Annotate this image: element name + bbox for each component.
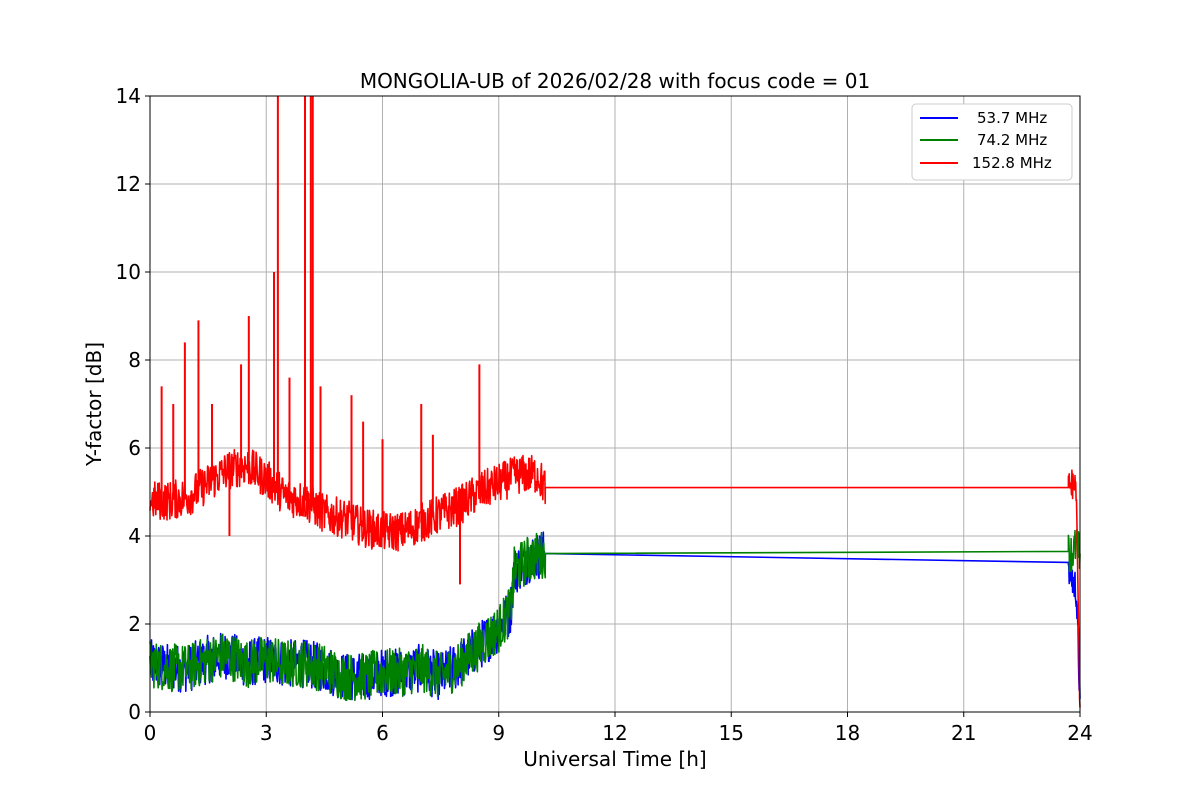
x-tick-label: 12 [602, 721, 627, 745]
y-tick-label: 0 [128, 700, 141, 724]
legend: 53.7 MHz 74.2 MHz 152.8 MHz [912, 104, 1072, 180]
chart-title: MONGOLIA-UB of 2026/02/28 with focus cod… [360, 69, 870, 93]
x-axis-title: Universal Time [h] [523, 747, 706, 771]
x-tick-label: 0 [144, 721, 157, 745]
y-tick-label: 14 [116, 84, 141, 108]
x-tick-label: 3 [260, 721, 273, 745]
y-tick-label: 8 [128, 348, 141, 372]
x-tick-label: 15 [719, 721, 744, 745]
y-tick-label: 12 [116, 172, 141, 196]
x-tick-label: 18 [835, 721, 860, 745]
x-tick-label: 21 [951, 721, 976, 745]
y-tick-label: 6 [128, 436, 141, 460]
y-tick-label: 4 [128, 524, 141, 548]
y-tick-label: 10 [116, 260, 141, 284]
legend-label-152-8: 152.8 MHz [972, 154, 1052, 172]
legend-label-53-7: 53.7 MHz [977, 109, 1047, 127]
y-axis-title: Y-factor [dB] [82, 342, 106, 467]
x-tick-label: 9 [492, 721, 505, 745]
y-tick-label: 2 [128, 612, 141, 636]
legend-label-74-2: 74.2 MHz [977, 131, 1047, 149]
x-tick-label: 6 [376, 721, 389, 745]
x-tick-label: 24 [1067, 721, 1092, 745]
